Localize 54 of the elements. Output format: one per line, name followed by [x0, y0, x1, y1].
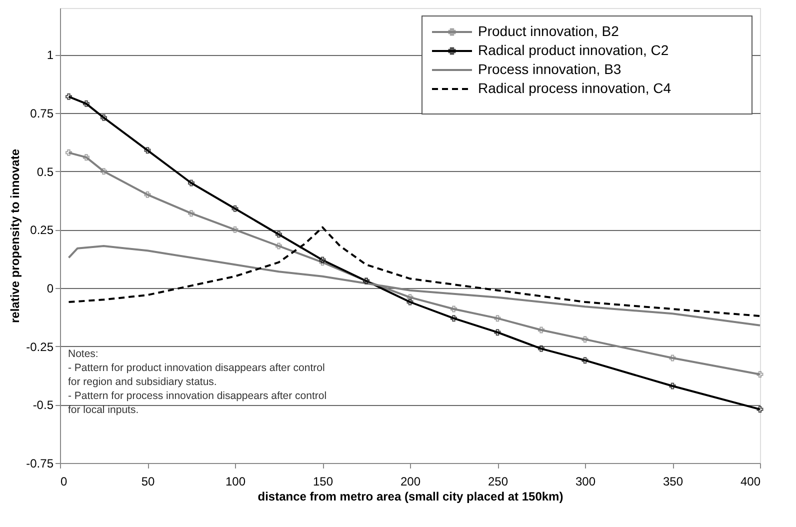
point	[144, 147, 151, 154]
point	[188, 210, 194, 217]
legend-label: Product innovation, B2	[478, 23, 620, 39]
y-tick-label: -0.75	[26, 456, 54, 470]
point	[319, 256, 326, 264]
y-tick-label: 0.75	[30, 106, 54, 120]
x-tick-label: 350	[662, 474, 684, 488]
point	[756, 371, 764, 378]
x-tick-label: 300	[575, 474, 596, 488]
y-tick-label: -0.25	[26, 340, 54, 354]
point	[188, 180, 194, 186]
point	[669, 354, 676, 362]
x-tick-label: 200	[400, 474, 421, 488]
point	[669, 382, 676, 390]
y-axis-title: relative propensity to innovate	[8, 148, 22, 324]
point	[83, 154, 90, 161]
point	[538, 326, 544, 334]
x-tick-label: 50	[141, 474, 155, 488]
x-tick-label: 100	[225, 474, 246, 488]
point	[232, 205, 238, 212]
point	[582, 357, 588, 364]
y-tick-label: 0.25	[30, 223, 54, 238]
point	[406, 294, 414, 301]
y-tick-label: 0	[46, 282, 54, 296]
point	[756, 406, 764, 413]
point	[494, 329, 501, 336]
point	[66, 93, 72, 100]
point	[276, 231, 282, 238]
x-axis-title: distance from metro area (small city placed at 150km)	[258, 490, 564, 504]
point	[494, 315, 501, 322]
y-tick-label: -0.5	[32, 398, 54, 412]
y-tick-label: 0.5	[36, 164, 54, 179]
x-tick-label: 0	[60, 474, 68, 488]
point	[319, 259, 326, 266]
point	[276, 242, 282, 250]
point	[406, 298, 414, 306]
y-tick-label: 1	[46, 48, 54, 62]
point	[538, 345, 544, 352]
point	[144, 191, 151, 198]
point	[450, 306, 457, 312]
point	[582, 336, 588, 343]
legend-label: Process innovation, B3	[478, 61, 622, 77]
x-tick-label: 400	[740, 474, 761, 488]
legend-label: Radical product innovation, C2	[478, 42, 669, 58]
point	[100, 168, 107, 175]
annotation: Notes: - Pattern for product innovation disappears after control for region and subsidiary status. - Pattern for process innovation disappears after control for local inputs.	[68, 348, 327, 416]
point	[66, 149, 72, 156]
point	[100, 114, 107, 121]
x-tick-label: 250	[488, 474, 508, 488]
x-tick-label: 150	[312, 474, 334, 488]
point	[232, 226, 238, 233]
legend-label: Radical process innovation, C4	[478, 80, 672, 96]
point	[83, 100, 90, 107]
point	[450, 315, 457, 322]
